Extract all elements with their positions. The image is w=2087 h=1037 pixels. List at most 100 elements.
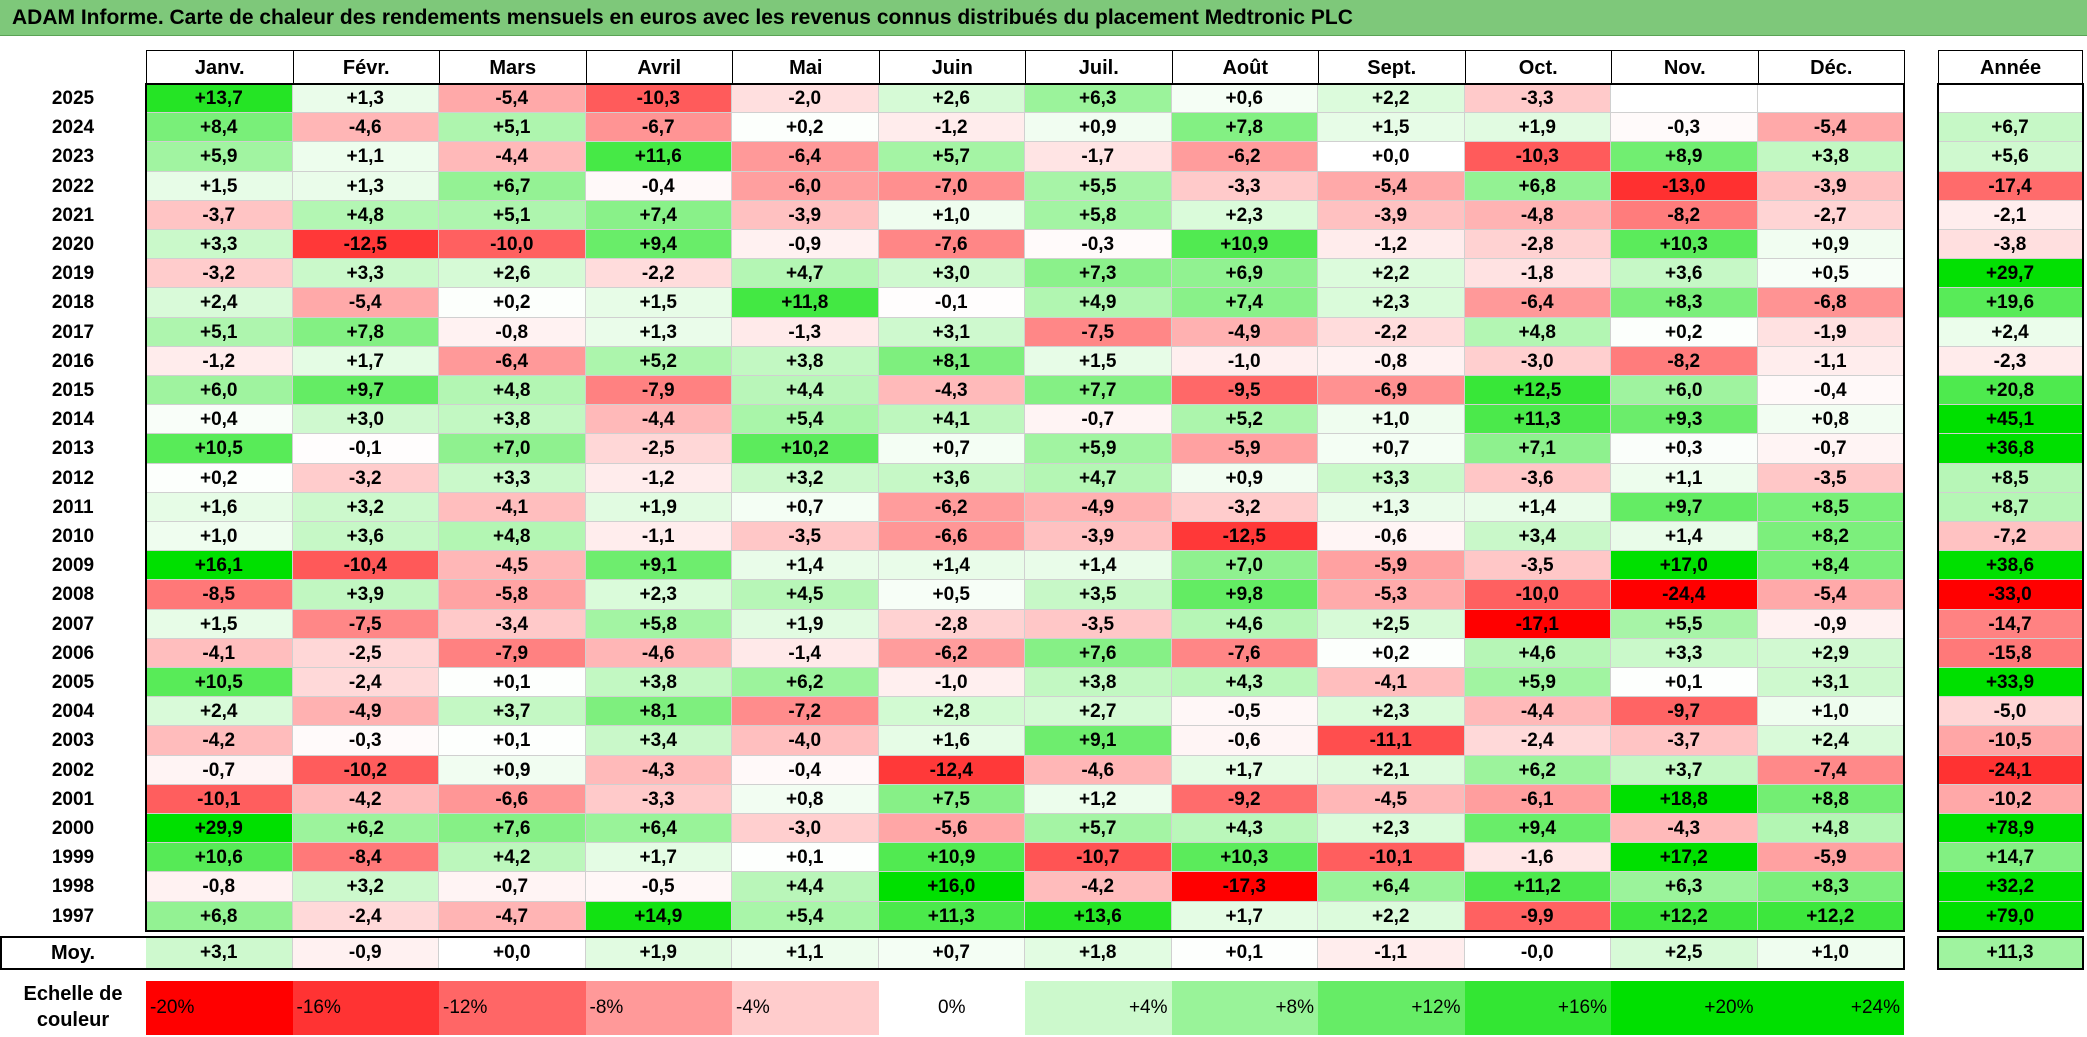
heatmap-cell: -0,6 (1171, 726, 1318, 756)
heatmap-cell: -5,4 (439, 84, 586, 114)
heatmap-cell: +0,6 (1171, 84, 1318, 114)
month-header: Févr. (292, 50, 440, 84)
heatmap-cell: +8,3 (1757, 872, 1904, 902)
heatmap-cell: +3,7 (439, 697, 586, 727)
heatmap-cell: +18,8 (1611, 784, 1758, 814)
heatmap-cell: +2,2 (1318, 84, 1465, 114)
heatmap-cell: -12,4 (878, 755, 1025, 785)
average-cell: +1,0 (1757, 936, 1904, 969)
heatmap-cell: +16,0 (878, 872, 1025, 902)
annual-cell: +20,8 (1938, 376, 2083, 406)
heatmap-cell: -0,3 (1611, 113, 1758, 143)
heatmap-cell: +3,0 (878, 259, 1025, 289)
heatmap-cell: +4,8 (1464, 317, 1611, 347)
heatmap-cell: -0,3 (1025, 230, 1172, 260)
heatmap-cell: -2,7 (1757, 200, 1904, 230)
heatmap-cell: -1,3 (732, 317, 879, 347)
annual-cell: -15,8 (1938, 638, 2083, 668)
heatmap-cell: +0,8 (1757, 405, 1904, 435)
heatmap-cell: -3,3 (585, 784, 732, 814)
heatmap-cell: +7,6 (439, 814, 586, 844)
heatmap-cell: -5,8 (439, 580, 586, 610)
heatmap-cell: -5,4 (1757, 113, 1904, 143)
heatmap-cell: -1,2 (878, 113, 1025, 143)
color-scale-swatch: +8% (1171, 981, 1318, 1035)
heatmap-cell: +6,0 (146, 376, 293, 406)
heatmap-cell: +2,3 (1318, 697, 1465, 727)
heatmap-cell: +1,6 (146, 492, 293, 522)
color-scale-swatch: -4% (732, 981, 879, 1035)
heatmap-cell: -0,9 (732, 230, 879, 260)
year-label: 2010 (51, 526, 95, 547)
heatmap-cell: +8,4 (1757, 551, 1904, 581)
month-header: Nov. (1611, 50, 1759, 84)
heatmap-cell: -0,7 (439, 872, 586, 902)
heatmap-cell: +10,2 (732, 434, 879, 464)
heatmap-cell: -1,1 (585, 522, 732, 552)
heatmap-cell: -4,3 (878, 376, 1025, 406)
heatmap-cell: +10,5 (146, 668, 293, 698)
month-header: Avril (585, 50, 733, 84)
month-header: Mars (439, 50, 587, 84)
heatmap-cell: +5,5 (1611, 609, 1758, 639)
color-scale-swatch: -16% (292, 981, 439, 1035)
heatmap-cell: -7,5 (1025, 317, 1172, 347)
heatmap-cell: +2,4 (146, 288, 293, 318)
heatmap-cell: -0,4 (585, 171, 732, 201)
month-header: Août (1171, 50, 1319, 84)
heatmap-cell: +11,8 (732, 288, 879, 318)
heatmap-cell: +4,7 (732, 259, 879, 289)
color-scale-swatch: +12% (1318, 981, 1465, 1035)
heatmap-cell: +0,9 (1757, 230, 1904, 260)
annual-cell: -17,4 (1938, 171, 2083, 201)
heatmap-cell: +10,9 (1171, 230, 1318, 260)
heatmap-cell: -1,0 (878, 668, 1025, 698)
heatmap-cell: +1,7 (292, 346, 439, 376)
average-cell: +2,5 (1611, 936, 1758, 969)
heatmap-cell: +8,8 (1757, 784, 1904, 814)
heatmap-cell: +5,9 (146, 142, 293, 172)
heatmap-cell: +7,0 (1171, 551, 1318, 581)
heatmap-cell: -1,0 (1171, 346, 1318, 376)
annual-cell: -3,8 (1938, 230, 2083, 260)
heatmap-cell: +11,2 (1464, 872, 1611, 902)
heatmap-cell: +1,7 (1171, 901, 1318, 931)
heatmap-cell: +5,9 (1025, 434, 1172, 464)
heatmap-cell: +4,5 (732, 580, 879, 610)
heatmap-cell: -1,8 (1464, 259, 1611, 289)
heatmap-cell: +0,1 (732, 843, 879, 873)
heatmap-cell: +3,5 (1025, 580, 1172, 610)
heatmap-cell: +2,4 (146, 697, 293, 727)
heatmap-cell: +7,4 (1171, 288, 1318, 318)
heatmap-cell: +8,4 (146, 113, 293, 143)
heatmap-cell: +8,3 (1611, 288, 1758, 318)
annual-cell: +33,9 (1938, 668, 2083, 698)
heatmap-cell: -0,5 (1171, 697, 1318, 727)
heatmap-cell: +8,1 (585, 697, 732, 727)
heatmap-cell: +6,0 (1611, 376, 1758, 406)
heatmap-cell: -0,7 (1025, 405, 1172, 435)
heatmap-cell: -6,2 (878, 638, 1025, 668)
average-cell: -0,9 (292, 936, 439, 969)
heatmap-cell: -6,2 (878, 492, 1025, 522)
heatmap-cell: +5,1 (439, 113, 586, 143)
color-scale-swatch: -8% (585, 981, 732, 1035)
heatmap-cell: -2,5 (292, 638, 439, 668)
year-label: 2015 (51, 380, 95, 401)
heatmap-cell: -5,9 (1757, 843, 1904, 873)
heatmap-cell: -6,2 (1171, 142, 1318, 172)
heatmap-cell: +3,3 (1611, 638, 1758, 668)
annual-cell: +36,8 (1938, 434, 2083, 464)
heatmap-cell: +1,5 (1318, 113, 1465, 143)
month-header: Juil. (1025, 50, 1173, 84)
heatmap-cell: -6,1 (1464, 784, 1611, 814)
heatmap-cell: -8,2 (1611, 346, 1758, 376)
heatmap-cell: +1,4 (878, 551, 1025, 581)
heatmap-cell: -4,4 (439, 142, 586, 172)
heatmap-cell: +7,5 (878, 784, 1025, 814)
heatmap-cell: +1,3 (292, 84, 439, 114)
heatmap-cell: +6,2 (732, 668, 879, 698)
heatmap-cell: -4,2 (1025, 872, 1172, 902)
heatmap-cell: -7,6 (1171, 638, 1318, 668)
heatmap-cell: -10,3 (585, 84, 732, 114)
